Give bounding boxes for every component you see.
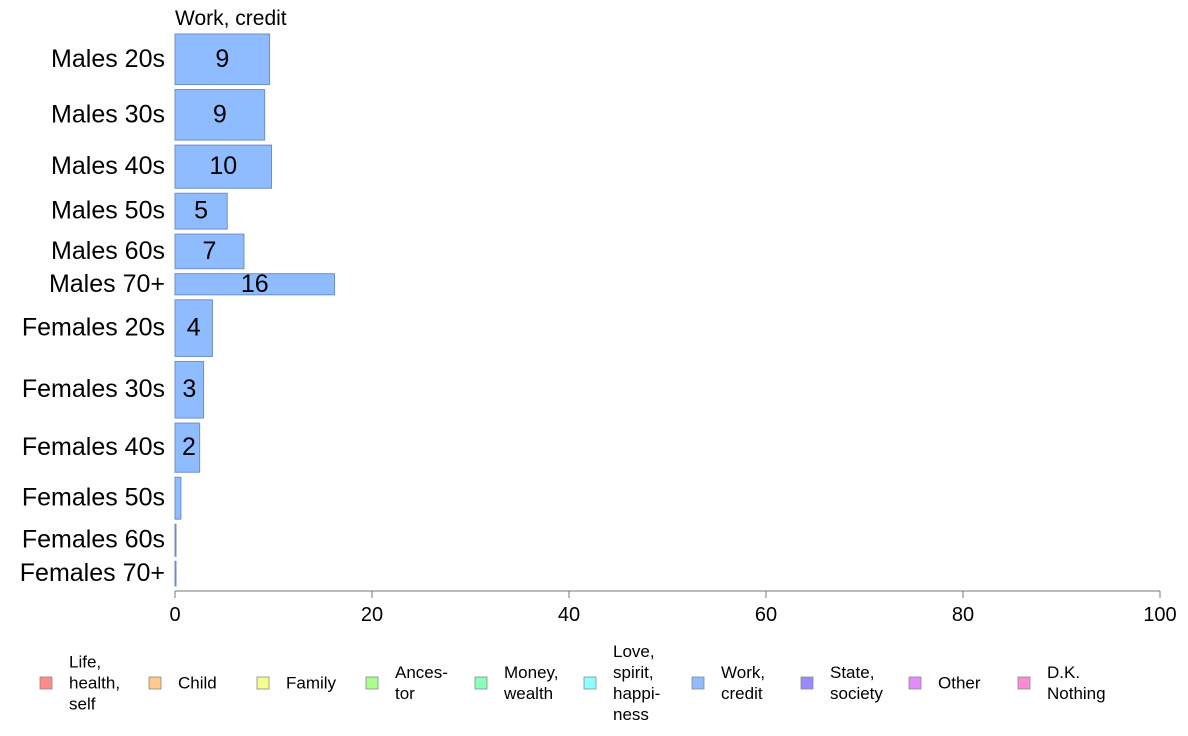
legend-label: credit xyxy=(721,684,763,703)
legend-item: Ances-tor xyxy=(365,663,448,703)
legend: Life, health, self Child Family Ances-tor Mone… xyxy=(39,642,1106,724)
legend-item: Work, credit xyxy=(691,663,765,703)
legend-label: wealth xyxy=(503,684,553,703)
legend-swatch xyxy=(583,676,597,690)
legend-label: Ances- xyxy=(395,663,448,682)
x-tick-label: 40 xyxy=(558,604,580,626)
value-label: 3 xyxy=(182,375,196,403)
x-tick-label: 0 xyxy=(169,604,180,626)
legend-swatch xyxy=(256,676,270,690)
bar-3 xyxy=(174,192,228,230)
legend-label: tor xyxy=(395,684,415,703)
bar-7 xyxy=(174,360,205,419)
value-label: 7 xyxy=(203,237,217,265)
value-label: 10 xyxy=(209,152,237,180)
category-label: Females 70+ xyxy=(20,559,165,587)
legend-label: Other xyxy=(938,674,981,693)
bar-10 xyxy=(174,523,177,557)
legend-item: Other xyxy=(908,674,981,693)
legend-label: Life, xyxy=(69,653,101,672)
category-label: Females 50s xyxy=(22,484,165,512)
legend-swatch xyxy=(1017,676,1031,690)
legend-swatch xyxy=(691,676,705,690)
x-axis: 0 20 40 60 80 100 xyxy=(169,590,1177,626)
chart-title: Work, credit xyxy=(175,7,287,30)
category-label: Females 30s xyxy=(22,375,165,403)
category-label: Males 70+ xyxy=(49,270,165,298)
category-label: Males 50s xyxy=(51,197,165,225)
bar-11 xyxy=(174,560,177,587)
legend-label: Nothing xyxy=(1047,684,1106,703)
x-tick-label: 20 xyxy=(361,604,383,626)
bar-0 xyxy=(174,33,271,86)
legend-swatch xyxy=(39,676,53,690)
bar-1 xyxy=(174,89,266,141)
x-tick-label: 60 xyxy=(755,604,777,626)
legend-swatch xyxy=(474,676,488,690)
category-label: Males 20s xyxy=(51,45,165,73)
legend-label: D.K. xyxy=(1047,663,1080,682)
legend-swatch xyxy=(908,676,922,690)
legend-item: Love, spirit, happi-ness xyxy=(583,642,660,724)
legend-label: ness xyxy=(613,705,649,724)
legend-item: Family xyxy=(256,674,337,693)
x-tick-label: 100 xyxy=(1143,604,1176,626)
bars: Males 20s 9 Males 30s 9 Males 40s 10 Males 50s… xyxy=(20,33,336,587)
legend-item: Life, health, self xyxy=(39,653,120,714)
bar-4 xyxy=(174,233,245,270)
legend-item: Child xyxy=(148,674,217,693)
bar-5 xyxy=(174,273,336,296)
category-label: Females 40s xyxy=(22,433,165,461)
category-label: Males 30s xyxy=(51,100,165,128)
bar-6 xyxy=(174,299,213,357)
category-label: Males 40s xyxy=(51,152,165,180)
legend-label: Family xyxy=(286,674,337,693)
category-label: Females 20s xyxy=(22,314,165,342)
legend-label: health, xyxy=(69,674,120,693)
legend-label: Child xyxy=(178,674,217,693)
bar-9 xyxy=(174,476,182,520)
legend-label: happi- xyxy=(613,684,660,703)
bar-8 xyxy=(174,422,201,473)
legend-label: society xyxy=(830,684,883,703)
category-label: Males 60s xyxy=(51,237,165,265)
legend-label: spirit, xyxy=(613,663,654,682)
legend-swatch xyxy=(148,676,162,690)
category-label: Females 60s xyxy=(22,526,165,554)
legend-label: Work, xyxy=(721,663,765,682)
legend-label: Love, xyxy=(613,642,655,661)
value-label: 9 xyxy=(215,45,229,73)
legend-label: self xyxy=(69,695,96,714)
value-label: 16 xyxy=(241,270,269,298)
legend-label: State, xyxy=(830,663,874,682)
bar-2 xyxy=(174,144,273,189)
legend-label: Money, xyxy=(504,663,559,682)
legend-swatch xyxy=(800,676,814,690)
legend-item: D.K. Nothing xyxy=(1017,663,1106,703)
legend-swatch xyxy=(365,676,379,690)
legend-item: State, society xyxy=(800,663,883,703)
value-label: 2 xyxy=(182,433,196,461)
value-label: 9 xyxy=(213,100,227,128)
legend-item: Money, wealth xyxy=(474,663,559,703)
x-tick-label: 80 xyxy=(952,604,974,626)
value-label: 5 xyxy=(194,197,208,225)
value-label: 4 xyxy=(187,314,201,342)
